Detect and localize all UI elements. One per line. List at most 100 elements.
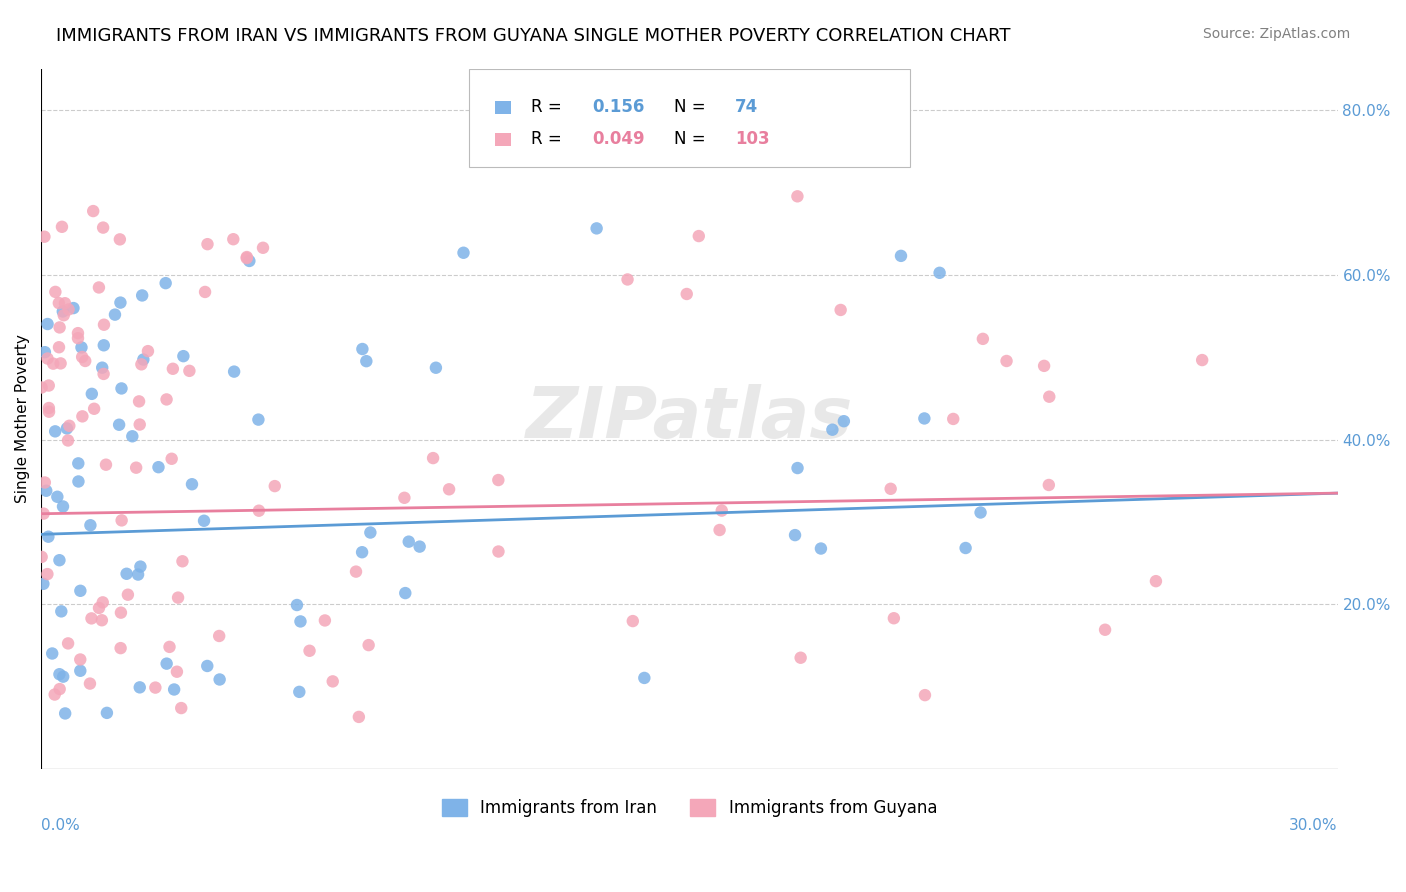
Point — [912, 411, 935, 425]
Point — [145, 681, 167, 695]
Point — [96, 706, 118, 720]
Point — [955, 541, 977, 555]
Text: R =: R = — [531, 129, 567, 147]
Point — [91, 220, 114, 235]
Point — [93, 338, 115, 352]
Point — [224, 365, 246, 379]
Point — [263, 479, 285, 493]
Point — [238, 254, 260, 268]
Point — [285, 598, 308, 612]
Point — [34, 475, 56, 490]
FancyBboxPatch shape — [495, 102, 512, 114]
Point — [810, 541, 832, 556]
Point — [162, 361, 184, 376]
Point — [288, 685, 311, 699]
FancyBboxPatch shape — [470, 69, 910, 167]
Text: 0.049: 0.049 — [592, 129, 645, 147]
Point — [52, 308, 75, 322]
Point — [1033, 359, 1056, 373]
Point — [104, 308, 127, 322]
Point — [34, 345, 56, 359]
Point — [193, 514, 215, 528]
Point — [91, 360, 114, 375]
Point — [110, 606, 132, 620]
Point — [44, 688, 66, 702]
Point — [108, 417, 131, 432]
Point — [616, 272, 638, 286]
Point — [235, 251, 257, 265]
Point — [131, 357, 153, 371]
Point — [115, 566, 138, 581]
Text: R =: R = — [531, 98, 567, 116]
Point — [688, 229, 710, 244]
Point — [197, 237, 219, 252]
Point — [87, 601, 110, 615]
Point — [66, 331, 89, 345]
Point — [290, 615, 312, 629]
Point — [172, 554, 194, 568]
Point — [117, 588, 139, 602]
Point — [136, 344, 159, 359]
Point — [394, 586, 416, 600]
Point — [222, 232, 245, 246]
Point — [155, 276, 177, 290]
Point — [155, 392, 177, 407]
Point — [359, 525, 381, 540]
Point — [159, 640, 181, 654]
Text: IMMIGRANTS FROM IRAN VS IMMIGRANTS FROM GUYANA SINGLE MOTHER POVERTY CORRELATION: IMMIGRANTS FROM IRAN VS IMMIGRANTS FROM … — [56, 27, 1011, 45]
Text: 103: 103 — [735, 129, 769, 147]
Point — [633, 671, 655, 685]
Point — [49, 356, 72, 370]
Point — [52, 500, 75, 514]
Text: 30.0%: 30.0% — [1289, 818, 1337, 833]
Point — [786, 189, 808, 203]
Point — [347, 710, 370, 724]
Point — [352, 545, 374, 559]
Point — [94, 458, 117, 472]
Point — [710, 503, 733, 517]
Point — [38, 378, 60, 392]
Point — [56, 421, 79, 435]
Point — [52, 670, 75, 684]
Point — [110, 641, 132, 656]
Point — [131, 288, 153, 302]
Point — [453, 245, 475, 260]
Point — [41, 647, 63, 661]
Point — [51, 219, 73, 234]
Point — [48, 296, 70, 310]
Point — [82, 204, 104, 219]
Point — [48, 681, 70, 696]
Point — [172, 349, 194, 363]
Point — [93, 318, 115, 332]
Point — [38, 401, 60, 415]
Point — [352, 342, 374, 356]
Point — [32, 507, 55, 521]
Point — [58, 302, 80, 317]
Point — [127, 567, 149, 582]
Point — [832, 414, 855, 428]
Point — [128, 681, 150, 695]
Point — [969, 506, 991, 520]
Point — [1038, 390, 1060, 404]
Point — [69, 583, 91, 598]
Point — [486, 473, 509, 487]
Point — [1094, 623, 1116, 637]
Point — [53, 296, 76, 310]
Point — [37, 317, 59, 331]
Point — [46, 490, 69, 504]
Point — [62, 301, 84, 315]
Point — [356, 354, 378, 368]
Point — [31, 549, 53, 564]
Point — [70, 340, 93, 354]
Point — [167, 591, 190, 605]
Point — [35, 483, 58, 498]
Point — [160, 451, 183, 466]
Text: N =: N = — [673, 98, 710, 116]
Point — [37, 567, 59, 582]
Point — [437, 483, 460, 497]
Point — [108, 232, 131, 246]
Point — [236, 250, 259, 264]
Point — [34, 229, 56, 244]
Point — [79, 676, 101, 690]
Point — [32, 577, 55, 591]
